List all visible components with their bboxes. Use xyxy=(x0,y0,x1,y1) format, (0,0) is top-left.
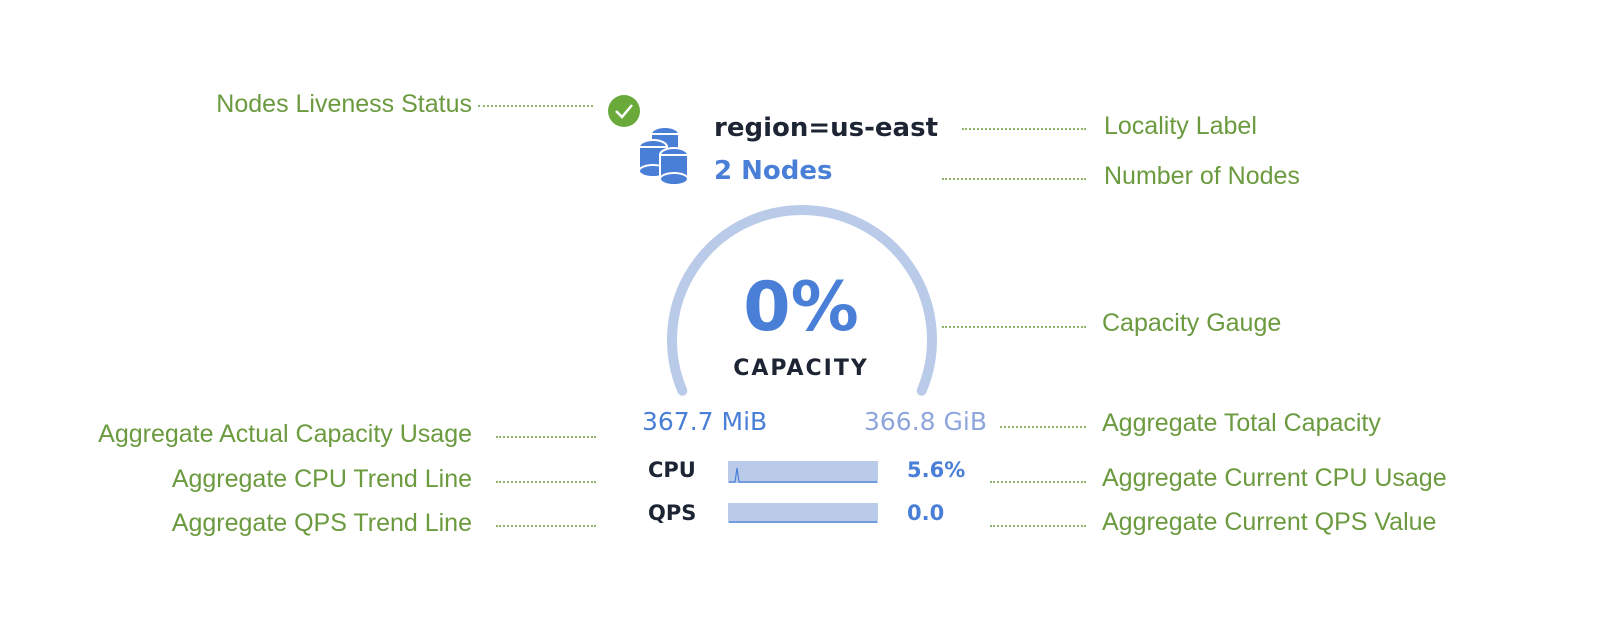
capacity-percent: 0% xyxy=(743,268,859,347)
leader-line xyxy=(942,178,1086,180)
qps-label: QPS xyxy=(648,501,697,525)
database-icon xyxy=(638,126,689,186)
cpu-label: CPU xyxy=(648,458,696,482)
qps-sparkline xyxy=(728,503,878,523)
annotation-gauge: Capacity Gauge xyxy=(1102,309,1282,337)
used-capacity: 367.7 MiB xyxy=(642,407,768,436)
leader-line xyxy=(1000,426,1086,428)
annotation-locality: Locality Label xyxy=(1104,112,1257,140)
annotation-nodes: Number of Nodes xyxy=(1104,162,1300,190)
node-count[interactable]: 2 Nodes xyxy=(714,156,833,186)
annotation-total: Aggregate Total Capacity xyxy=(1102,409,1381,437)
annotation-qps-current: Aggregate Current QPS Value xyxy=(1102,508,1437,536)
leader-line xyxy=(962,128,1086,130)
cpu-trend-line xyxy=(729,467,877,483)
leader-line xyxy=(990,525,1086,527)
annotation-cpu-trend: Aggregate CPU Trend Line xyxy=(171,465,472,493)
leader-line xyxy=(496,481,596,483)
leader-line xyxy=(990,481,1086,483)
total-capacity: 366.8 GiB xyxy=(864,407,987,436)
annotation-qps-trend: Aggregate QPS Trend Line xyxy=(171,509,472,537)
leader-line xyxy=(496,525,596,527)
cpu-value: 5.6% xyxy=(907,458,966,482)
qps-value: 0.0 xyxy=(907,501,945,525)
check-circle-icon xyxy=(608,95,640,127)
leader-line xyxy=(496,436,596,438)
cpu-sparkline xyxy=(728,461,878,483)
annotation-liveness: Nodes Liveness Status xyxy=(216,90,472,118)
locality-label: region=us-east xyxy=(714,113,938,143)
capacity-gauge-track xyxy=(667,204,937,396)
annotation-usage: Aggregate Actual Capacity Usage xyxy=(98,420,472,448)
capacity-label: CAPACITY xyxy=(733,356,869,381)
annotation-cpu-current: Aggregate Current CPU Usage xyxy=(1102,464,1447,492)
leader-line xyxy=(942,326,1086,328)
leader-line xyxy=(478,105,593,107)
